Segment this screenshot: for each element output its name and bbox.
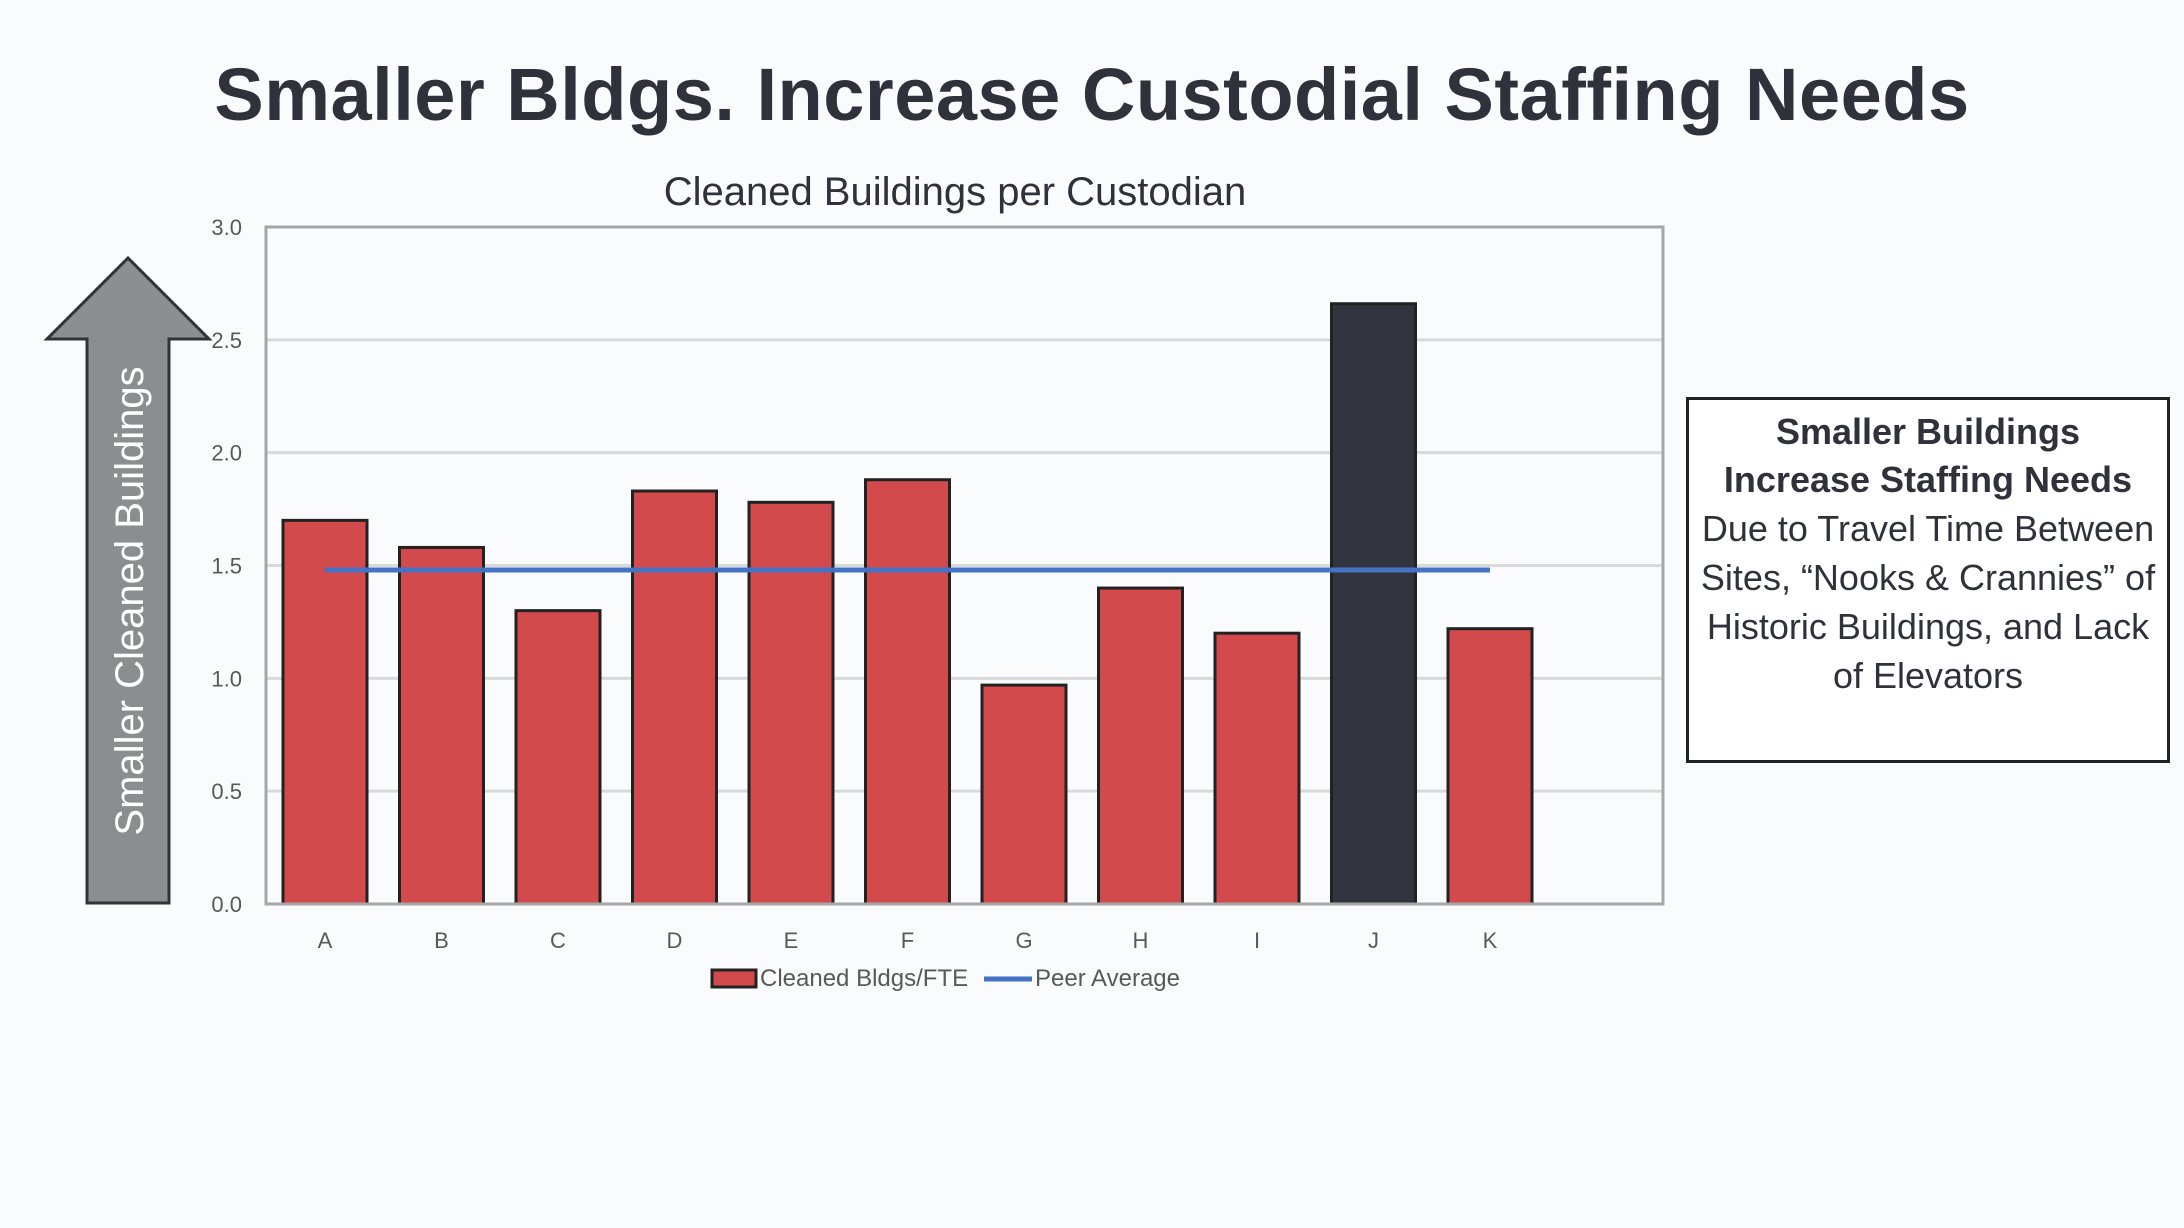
x-tick-label: C [550, 928, 566, 953]
bar-G [980, 683, 1068, 906]
plot-area-border [264, 225, 1665, 906]
slide-title: Smaller Bldgs. Increase Custodial Staffi… [214, 53, 1970, 136]
bar-B [398, 545, 485, 906]
x-tick-label: D [667, 928, 683, 953]
note-heading: Smaller Buildings Increase Staffing Need… [1723, 411, 2133, 500]
legend-label-bars: Cleaned Bldgs/FTE [760, 965, 968, 992]
x-tick-label: B [434, 928, 449, 953]
note-body: Due to Travel Time Between Sites, “Nooks… [1700, 508, 2156, 696]
x-tick-label: E [784, 928, 799, 953]
y-tick-label: 1.0 [211, 666, 242, 691]
x-tick-label: A [318, 928, 333, 953]
y-tick-label: 2.0 [211, 441, 242, 466]
note-box: Smaller Buildings Increase Staffing Need… [1686, 397, 2170, 763]
x-tick-label: F [901, 928, 914, 953]
bar-F [864, 478, 951, 906]
bar-E [747, 500, 835, 906]
x-tick-label: J [1368, 928, 1379, 953]
bar-H [1097, 586, 1184, 906]
up-arrow-icon: Smaller Cleaned Buildings [43, 255, 213, 905]
legend: Cleaned Bldgs/FTE Peer Average [710, 965, 1180, 992]
x-tick-label: H [1133, 928, 1149, 953]
bar-K [1446, 627, 1534, 906]
bar-C [514, 609, 602, 906]
bar-J [1330, 302, 1417, 906]
x-tick-label: I [1254, 928, 1260, 953]
x-tick-label: G [1015, 928, 1032, 953]
chart-title: Cleaned Buildings per Custodian [664, 170, 1247, 214]
bar-I [1213, 631, 1301, 906]
legend-label-line: Peer Average [1035, 965, 1180, 992]
y-tick-label: 0.0 [211, 892, 242, 917]
y-tick-label: 2.5 [211, 328, 242, 353]
legend-swatch-bar [710, 968, 758, 989]
bar-A [281, 518, 369, 906]
bar-D [631, 489, 718, 906]
y-tick-label: 1.5 [211, 554, 242, 579]
y-tick-label: 0.5 [211, 779, 242, 804]
x-tick-label: K [1483, 928, 1498, 953]
y-tick-label: 3.0 [211, 215, 242, 240]
arrow-label: Smaller Cleaned Buildings [108, 366, 152, 835]
